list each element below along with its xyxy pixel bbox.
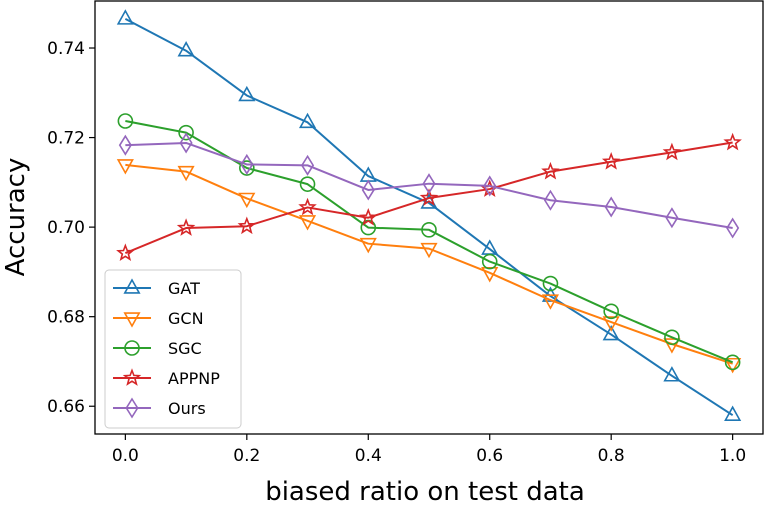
- legend-marker-ours: [125, 397, 139, 419]
- series-line-ours: [125, 141, 733, 230]
- data-point-ours: [665, 207, 679, 229]
- legend-label-ours: Ours: [168, 399, 206, 418]
- x-tick-label: 0.6: [476, 446, 503, 466]
- data-point-gcn: [298, 215, 317, 231]
- x-tick-label: 0.4: [355, 446, 382, 466]
- data-point-ours: [361, 179, 375, 201]
- x-axis-label: biased ratio on test data: [265, 477, 585, 507]
- series-ours: [118, 132, 740, 239]
- data-point-appnp: [601, 152, 621, 170]
- data-point-ours: [422, 173, 436, 195]
- data-point-sgc: [421, 222, 437, 238]
- legend-item-gcn: GCN: [113, 309, 204, 328]
- data-point-ours: [483, 175, 497, 197]
- y-tick-label: 0.74: [47, 39, 85, 59]
- data-point-sgc: [664, 329, 680, 346]
- data-point-gcn: [663, 338, 681, 354]
- data-point-gat: [238, 85, 256, 102]
- data-point-gat: [724, 405, 742, 421]
- data-point-ours: [604, 196, 618, 218]
- data-point-gat: [663, 366, 681, 382]
- data-point-gcn: [541, 294, 560, 310]
- y-axis-label: Accuracy: [1, 158, 31, 277]
- data-point-ours: [118, 134, 132, 156]
- legend-marker-gat: [123, 278, 141, 294]
- legend-box: [104, 269, 242, 429]
- data-point-appnp: [723, 132, 742, 151]
- series-line-gat: [124, 18, 734, 417]
- legend-label-gat: GAT: [168, 279, 200, 298]
- legend-item-ours: Ours: [113, 397, 206, 419]
- x-tick-label: 0.2: [233, 446, 260, 466]
- y-tick-label: 0.68: [47, 308, 85, 328]
- data-point-ours: [240, 153, 254, 175]
- data-point-gat: [116, 9, 134, 25]
- x-tick-label: 1.0: [719, 446, 746, 466]
- y-tick-label: 0.66: [47, 397, 85, 417]
- data-point-gcn: [177, 165, 195, 182]
- series-appnp: [116, 132, 742, 261]
- data-point-sgc: [542, 275, 559, 292]
- data-point-gcn: [238, 192, 256, 209]
- data-point-appnp: [237, 216, 257, 235]
- data-point-gcn: [602, 316, 620, 332]
- legend-label-sgc: SGC: [168, 339, 202, 358]
- data-point-sgc: [299, 176, 316, 192]
- legend-marker-gcn: [123, 312, 141, 328]
- data-point-sgc: [178, 124, 194, 141]
- data-point-gat: [602, 324, 620, 341]
- data-point-sgc: [117, 113, 134, 129]
- data-point-gat: [298, 112, 317, 129]
- data-point-gcn: [724, 357, 742, 374]
- data-point-ours: [543, 189, 557, 211]
- data-point-sgc: [603, 303, 619, 320]
- x-tick-label: 0.0: [112, 446, 139, 466]
- data-point-ours: [726, 217, 740, 239]
- data-point-ours: [179, 132, 193, 154]
- series-line-gcn: [125, 163, 733, 365]
- legend-item-appnp: APPNP: [113, 368, 220, 388]
- legend: GAT GCN SGC APPNP Ours: [104, 269, 242, 429]
- data-point-gcn: [420, 242, 438, 259]
- data-point-sgc: [481, 253, 498, 270]
- data-point-sgc: [239, 160, 255, 176]
- data-point-appnp: [298, 197, 317, 216]
- y-tick-label: 0.72: [47, 129, 85, 149]
- legend-label-gcn: GCN: [168, 309, 204, 328]
- data-point-appnp: [359, 207, 378, 226]
- data-point-appnp: [116, 243, 135, 261]
- legend-marker-appnp: [122, 368, 142, 386]
- data-point-gat: [177, 41, 195, 57]
- data-point-sgc: [724, 354, 741, 371]
- series-line-appnp: [124, 141, 733, 255]
- data-point-appnp: [662, 142, 682, 161]
- x-tick-label: 0.8: [598, 446, 625, 466]
- y-tick-label: 0.70: [47, 218, 85, 238]
- legend-item-gat: GAT: [113, 278, 200, 298]
- data-point-appnp: [419, 188, 439, 206]
- series-gcn: [116, 159, 742, 374]
- legend-label-appnp: APPNP: [168, 369, 220, 388]
- legend-marker-sgc: [124, 340, 140, 356]
- data-point-appnp: [541, 161, 560, 180]
- data-point-appnp: [176, 218, 196, 236]
- data-point-gcn: [116, 159, 134, 175]
- legend-item-sgc: SGC: [113, 339, 202, 358]
- data-point-gcn: [359, 237, 377, 254]
- data-point-ours: [301, 154, 315, 176]
